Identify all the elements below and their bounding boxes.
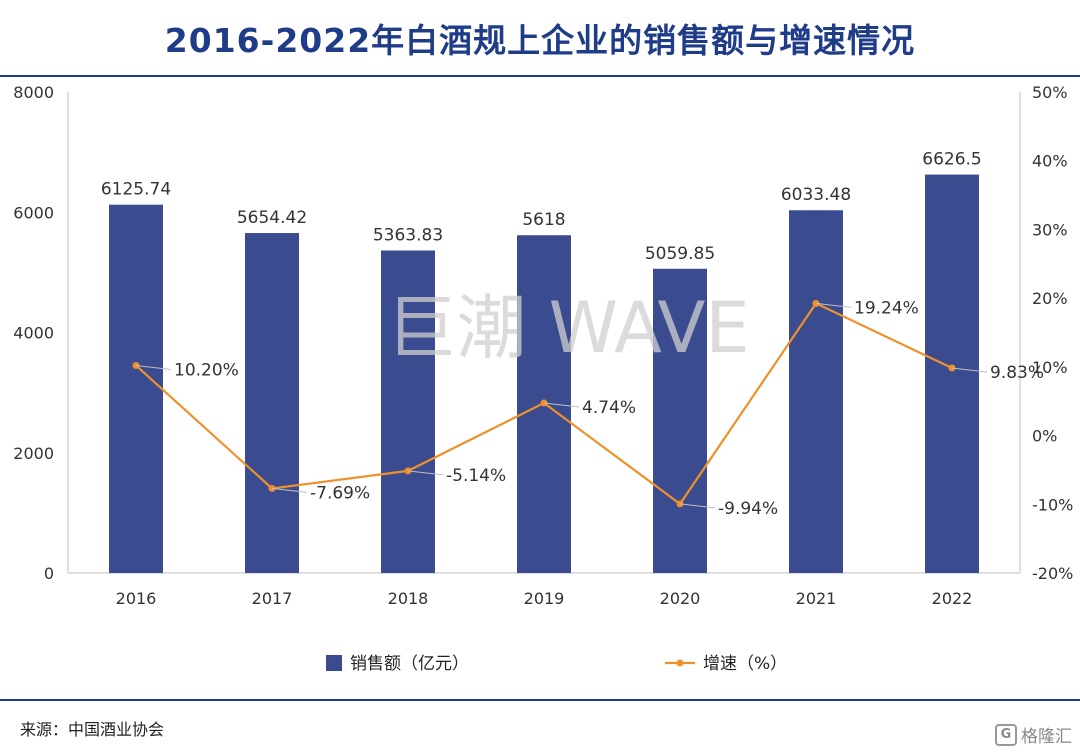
x-tick-label: 2017 <box>252 589 293 608</box>
line-value-label: 10.20% <box>174 360 239 380</box>
label-leader-line <box>543 402 580 408</box>
bar-value-label: 5059.85 <box>645 244 715 264</box>
line-data-labels: 10.20% -7.69% -5.14% 4.74% -9.94% 19.24% 9.83% <box>135 298 1044 519</box>
y-right-tick-label: 50% <box>1032 83 1068 102</box>
y-left-tick-label: 6000 <box>13 203 54 222</box>
legend-bar-swatch <box>326 655 342 671</box>
footer-divider <box>0 699 1080 701</box>
line-value-label: -5.14% <box>446 466 506 486</box>
bar <box>789 210 843 574</box>
bar-series <box>109 174 979 574</box>
legend: 销售额（亿元） 增速（%） <box>326 654 787 674</box>
chart-title: 2016-2022年白酒规上企业的销售额与增速情况 <box>164 21 916 60</box>
line-value-label: -7.69% <box>310 483 370 503</box>
x-tick-label: 2021 <box>796 589 837 608</box>
bar-value-label: 5618 <box>522 210 565 230</box>
bar-value-label: 6033.48 <box>781 185 851 205</box>
y-left-tick-label: 8000 <box>13 83 54 102</box>
y-right-tick-label: 0% <box>1032 427 1057 446</box>
y-right-tick-label: 20% <box>1032 289 1068 308</box>
y-right-tick-label: -20% <box>1032 564 1073 583</box>
x-tick-label: 2022 <box>932 589 973 608</box>
line-value-label: 9.83% <box>990 363 1044 383</box>
y-left-tick-label: 4000 <box>13 324 54 343</box>
combo-chart: 0 2000 4000 6000 8000 -20% -10% 0% 10% 20% 30% 40% 5… <box>13 83 1073 674</box>
label-leader-line <box>135 364 172 370</box>
bar-value-label: 5654.42 <box>237 208 307 228</box>
label-leader-line <box>951 367 988 373</box>
y-left-tick-label: 2000 <box>13 444 54 463</box>
label-leader-line <box>407 470 444 476</box>
y-right-tick-label: 30% <box>1032 220 1068 239</box>
title-divider <box>0 75 1080 77</box>
axes: 0 2000 4000 6000 8000 -20% -10% 0% 10% 20% 30% 40% 5… <box>13 83 1073 608</box>
legend-bar-label: 销售额（亿元） <box>350 654 469 674</box>
y-left-tick-label: 0 <box>44 564 54 583</box>
x-tick-label: 2018 <box>388 589 429 608</box>
bar <box>653 268 707 573</box>
bar-value-label: 5363.83 <box>373 225 443 245</box>
x-tick-label: 2020 <box>660 589 701 608</box>
x-tick-label: 2016 <box>116 589 157 608</box>
label-leader-line <box>271 487 308 493</box>
bar <box>109 204 163 573</box>
legend-line-marker <box>676 659 684 667</box>
line-value-label: -9.94% <box>718 499 778 519</box>
legend-line-label: 增速（%） <box>703 654 787 674</box>
bar <box>245 233 299 573</box>
x-tick-label: 2019 <box>524 589 565 608</box>
bar-value-label: 6125.74 <box>101 180 171 200</box>
line-value-label: 19.24% <box>854 298 919 318</box>
bar-data-labels: 6125.74 5654.42 5363.83 5618 5059.85 6033.48 6… <box>101 150 982 264</box>
bar-value-label: 6626.5 <box>922 150 981 170</box>
y-right-tick-label: 40% <box>1032 152 1068 171</box>
y-right-tick-label: 10% <box>1032 358 1068 377</box>
logo-mark-icon: G <box>995 723 1017 746</box>
label-leader-line <box>815 302 852 308</box>
bar <box>381 250 435 573</box>
y-right-tick-label: -10% <box>1032 495 1073 514</box>
bar <box>925 174 979 574</box>
source-note: 来源：中国酒业协会 <box>20 720 165 739</box>
brand-logo: G 格隆汇 <box>995 722 1072 747</box>
logo-text: 格隆汇 <box>1021 727 1072 747</box>
watermark: 巨潮 WAVE <box>386 287 749 369</box>
line-value-label: 4.74% <box>582 398 636 418</box>
label-leader-line <box>679 503 716 509</box>
